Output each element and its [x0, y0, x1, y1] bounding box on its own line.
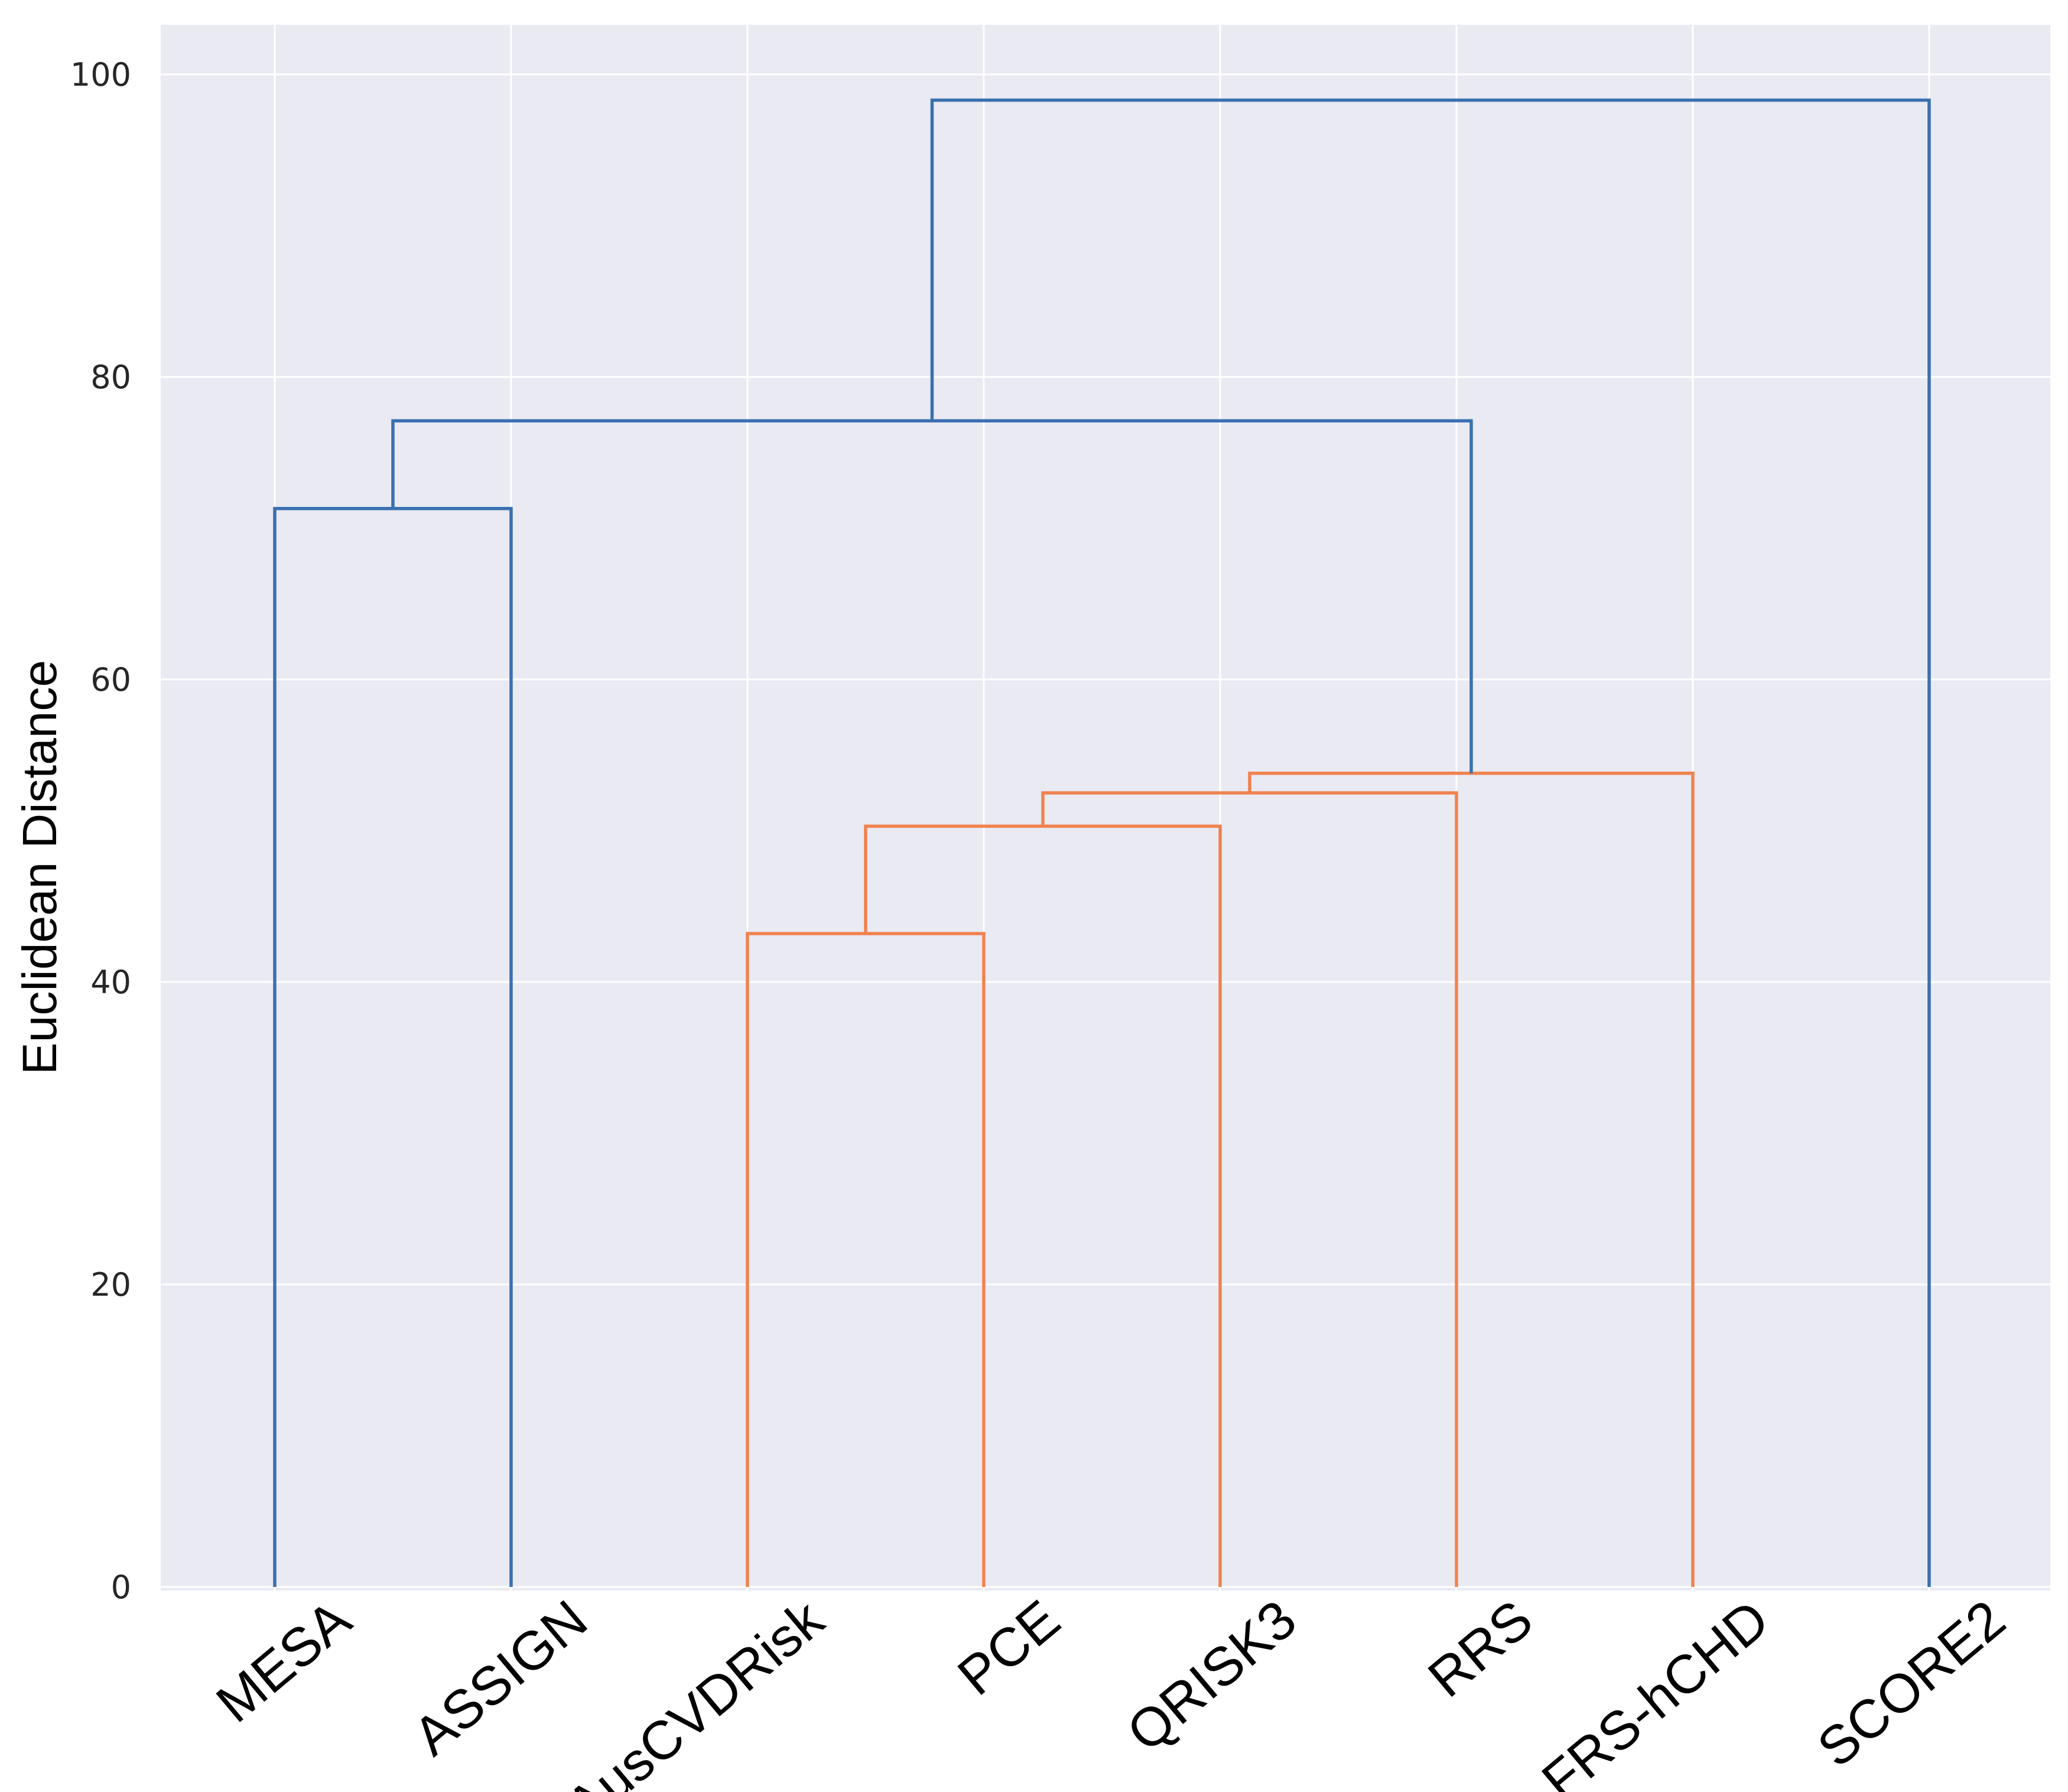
y-tick-label: 40	[90, 964, 131, 1001]
leaf-label: RRS	[1417, 1589, 1543, 1709]
leaf-label: MESA	[206, 1589, 363, 1734]
plot-background	[161, 25, 2050, 1591]
leaf-label: AusCVDRisk	[555, 1589, 835, 1792]
leaf-label: PCE	[947, 1589, 1071, 1707]
y-axis-ticks: 0 20 40 60 80 100	[70, 56, 131, 1606]
y-tick-label: 0	[111, 1569, 131, 1606]
leaf-label: QRISK3	[1116, 1589, 1308, 1763]
y-tick-label: 60	[90, 661, 131, 698]
dendrogram-link	[930, 98, 1931, 1587]
leaf-label: FRS-hCHD	[1531, 1589, 1780, 1792]
dendrogram-links	[273, 98, 1931, 1587]
y-tick-label: 80	[90, 359, 131, 396]
leaf-label: ASSIGN	[402, 1589, 599, 1767]
leaf-label: SCORE2	[1806, 1589, 2016, 1778]
y-axis-title: Euclidean Distance	[13, 660, 67, 1075]
y-tick-label: 20	[90, 1266, 131, 1303]
y-tick-label: 100	[70, 56, 131, 93]
